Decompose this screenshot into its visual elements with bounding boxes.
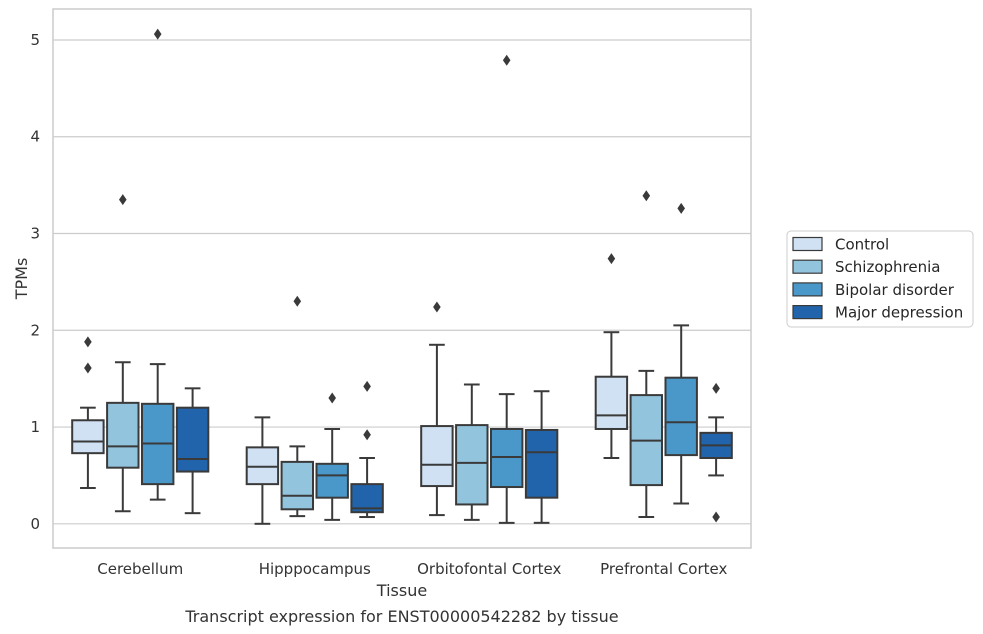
y-axis-label: TPMs bbox=[12, 258, 31, 301]
box-major-depression bbox=[524, 390, 559, 524]
outlier-point bbox=[677, 202, 685, 214]
legend-swatch bbox=[792, 282, 823, 297]
x-tick-label: Cerebellum bbox=[97, 560, 183, 578]
outlier-point bbox=[84, 336, 92, 348]
outlier-point bbox=[84, 362, 92, 374]
plot-frame bbox=[52, 8, 752, 549]
outlier-point bbox=[119, 194, 127, 206]
outlier-point bbox=[363, 429, 371, 441]
box-iqr bbox=[664, 376, 698, 457]
x-tick-label: Orbitofontal Cortex bbox=[417, 560, 561, 578]
legend-item: Control bbox=[792, 236, 889, 254]
chart-caption: Transcript expression for ENST0000054228… bbox=[184, 607, 618, 626]
legend-frame bbox=[786, 230, 974, 328]
legend-item: Schizophrenia bbox=[792, 258, 940, 276]
y-tick-label: 1 bbox=[30, 418, 40, 436]
box-iqr bbox=[315, 462, 349, 499]
box-bipolar-disorder bbox=[489, 54, 524, 524]
box-iqr bbox=[106, 401, 140, 469]
y-tick-label: 0 bbox=[30, 515, 40, 533]
legend-label: Bipolar disorder bbox=[835, 281, 955, 299]
outlier-point bbox=[433, 301, 441, 313]
legend-label: Major depression bbox=[835, 304, 963, 322]
x-tick-label: Prefrontal Cortex bbox=[600, 560, 727, 578]
outlier-point bbox=[502, 54, 511, 66]
outlier-point bbox=[363, 380, 371, 392]
outlier-point bbox=[328, 392, 336, 404]
box-bipolar-disorder bbox=[140, 28, 175, 501]
box-control bbox=[71, 336, 105, 490]
box-major-depression bbox=[175, 387, 210, 515]
legend-swatch bbox=[792, 236, 823, 252]
box-schizophrenia bbox=[280, 295, 315, 518]
box-control bbox=[594, 253, 629, 460]
box-schizophrenia bbox=[629, 190, 664, 519]
legend-label: Schizophrenia bbox=[835, 258, 940, 276]
box-iqr bbox=[420, 425, 454, 488]
outlier-point bbox=[642, 190, 651, 202]
y-tick-label: 4 bbox=[30, 128, 40, 146]
outlier-point bbox=[153, 28, 162, 40]
box-control bbox=[245, 416, 280, 525]
outlier-point bbox=[607, 253, 616, 265]
x-axis-label: Tissue bbox=[376, 581, 427, 600]
legend-label: Control bbox=[835, 236, 889, 254]
box-iqr bbox=[524, 428, 559, 499]
box-major-depression bbox=[350, 380, 384, 519]
legend-swatch bbox=[792, 259, 823, 274]
legend-item: Major depression bbox=[792, 304, 963, 322]
box-iqr bbox=[280, 460, 315, 511]
x-tick-label: Hipppocampus bbox=[259, 560, 371, 578]
legend-swatch bbox=[792, 305, 823, 320]
box-major-depression bbox=[699, 382, 733, 523]
y-tick-label: 3 bbox=[30, 225, 40, 243]
box-schizophrenia bbox=[455, 383, 489, 521]
box-plot-series bbox=[71, 28, 733, 525]
box-iqr bbox=[175, 406, 210, 473]
box-iqr bbox=[71, 419, 105, 455]
outlier-point bbox=[293, 295, 302, 307]
box-iqr bbox=[594, 375, 629, 430]
x-axis-ticks: Cerebellum Hipppocampus Orbitofontal Corte… bbox=[97, 560, 727, 578]
box-iqr bbox=[455, 424, 489, 506]
y-axis-ticks: 0 1 2 3 4 5 bbox=[30, 31, 40, 533]
box-control bbox=[420, 301, 454, 517]
legend: Control Schizophrenia Bipolar disorder Majo… bbox=[786, 230, 974, 328]
y-tick-label: 5 bbox=[30, 31, 40, 49]
outlier-point bbox=[712, 382, 720, 394]
box-bipolar-disorder bbox=[315, 392, 349, 521]
box-bipolar-disorder bbox=[664, 202, 698, 505]
box-schizophrenia bbox=[106, 194, 140, 513]
legend-item: Bipolar disorder bbox=[792, 281, 955, 299]
outlier-point bbox=[712, 511, 720, 523]
y-tick-label: 2 bbox=[30, 321, 40, 339]
